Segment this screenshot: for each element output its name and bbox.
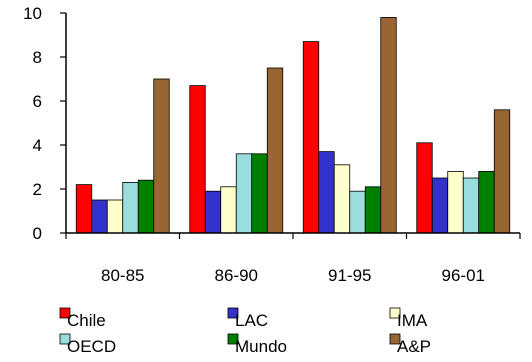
y-tick-label: 10 <box>23 4 42 23</box>
bar-chile-86-90 <box>189 85 206 234</box>
bar-ima-80-85 <box>106 199 124 234</box>
legend-label-ima: IMA <box>397 311 428 330</box>
bar-chile-96-01 <box>416 142 433 234</box>
legend-label-lac: LAC <box>235 311 268 330</box>
legend-swatch-mundo <box>227 333 239 345</box>
bar-a-p-80-85 <box>153 78 170 234</box>
bar-mundo-91-95 <box>364 186 382 234</box>
bar-lac-91-95 <box>318 151 335 234</box>
y-axis-ticks: 0 2 4 6 8 10 <box>23 4 66 243</box>
bar-a-p-91-95 <box>380 16 397 234</box>
bar-mundo-80-85 <box>137 179 155 234</box>
y-tick-label: 2 <box>33 180 42 199</box>
legend-label-mundo: Mundo <box>235 337 287 356</box>
bar-ima-86-90 <box>220 186 237 234</box>
bar-a-p-86-90 <box>266 67 284 234</box>
bar-ima-91-95 <box>333 164 351 234</box>
bar-lac-96-01 <box>431 177 449 234</box>
y-tick-label: 6 <box>33 92 42 111</box>
bar-oecd-86-90 <box>235 153 253 234</box>
bar-lac-80-85 <box>91 199 108 234</box>
bar-ima-96-01 <box>447 170 464 234</box>
legend-swatch-a-p <box>389 333 401 345</box>
bar-oecd-80-85 <box>122 181 139 234</box>
legend-label-oecd: OECD <box>67 337 116 356</box>
y-tick-label: 0 <box>33 224 42 243</box>
legend: Chile LAC IMA OECD Mundo A&P <box>59 307 431 356</box>
legend-swatch-chile <box>59 307 71 319</box>
x-axis-ticks: 80-85 86-90 91-95 96-01 <box>65 233 521 285</box>
bar-chile-91-95 <box>302 41 320 234</box>
x-tick-label: 91-95 <box>328 266 371 285</box>
x-tick-label: 86-90 <box>215 266 258 285</box>
bar-oecd-96-01 <box>462 177 480 234</box>
y-tick-label: 8 <box>33 48 42 67</box>
legend-label-a-p: A&P <box>397 337 431 356</box>
legend-swatch-oecd <box>59 333 71 345</box>
bar-mundo-96-01 <box>478 170 495 234</box>
bar-mundo-86-90 <box>251 153 268 234</box>
y-tick-label: 4 <box>33 136 42 155</box>
bar-chile-80-85 <box>75 184 93 234</box>
x-tick-label: 96-01 <box>442 266 485 285</box>
bar-oecd-91-95 <box>349 190 366 234</box>
x-tick-label: 80-85 <box>101 266 144 285</box>
legend-swatch-ima <box>389 307 401 319</box>
legend-swatch-lac <box>227 307 239 319</box>
bars-layer <box>75 16 511 234</box>
bar-a-p-96-01 <box>493 109 511 234</box>
legend-label-chile: Chile <box>67 311 106 330</box>
bar-lac-86-90 <box>204 190 222 234</box>
